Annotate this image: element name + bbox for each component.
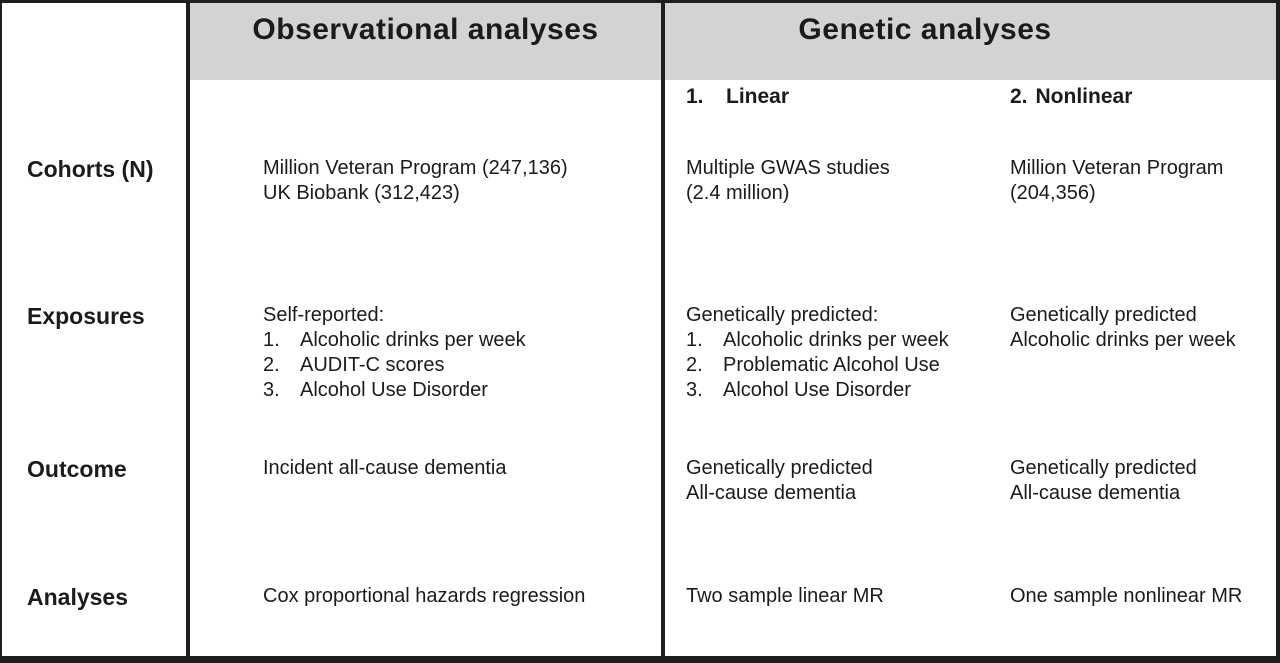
border-bottom [0, 656, 1280, 663]
cell-exposures-genetic-nonlinear: Genetically predicted Alcoholic drinks p… [1010, 303, 1236, 353]
list-item: 2. Problematic Alcohol Use [686, 353, 949, 378]
cell-outcome-observational: Incident all-cause dementia [263, 456, 506, 481]
text-line: UK Biobank (312,423) [263, 182, 460, 204]
cell-cohorts-genetic-linear: Multiple GWAS studies (2.4 million) [686, 156, 890, 206]
subheader-linear: 1. Linear [686, 84, 789, 110]
list-item-number: 2. [686, 354, 703, 376]
list-item: 3. Alcohol Use Disorder [263, 378, 526, 403]
cell-outcome-genetic-nonlinear: Genetically predicted All-cause dementia [1010, 456, 1197, 506]
header-band [190, 3, 1276, 80]
text-line: Genetically predicted [1010, 304, 1197, 326]
text-line: (2.4 million) [686, 182, 790, 204]
row-label-analyses: Analyses [27, 584, 129, 610]
text-line: Cox proportional hazards regression [263, 585, 586, 607]
text-line: All-cause dementia [1010, 482, 1181, 504]
column-header-observational: Observational analyses [252, 13, 599, 46]
text-line: Alcoholic drinks per week [1010, 329, 1236, 351]
text-line: Incident all-cause dementia [263, 457, 507, 479]
divider-observational-genetic [661, 0, 665, 663]
text-line: Genetically predicted [686, 457, 873, 479]
cell-cohorts-observational: Million Veteran Program (247,136) UK Bio… [263, 156, 568, 206]
list-item-text: Problematic Alcohol Use [723, 354, 940, 376]
list-item-text: Alcoholic drinks per week [723, 329, 949, 351]
list-item-number: 3. [263, 379, 280, 401]
list-item-number: 2. [263, 354, 280, 376]
list-item-text: Alcohol Use Disorder [723, 379, 911, 401]
subheader-linear-number: 1. [686, 85, 704, 108]
cell-analyses-genetic-linear: Two sample linear MR [686, 584, 884, 609]
cell-analyses-genetic-nonlinear: One sample nonlinear MR [1010, 584, 1242, 609]
column-header-genetic: Genetic analyses [798, 13, 1052, 46]
subheader-nonlinear-label: Nonlinear [1035, 85, 1133, 108]
row-label-exposures: Exposures [27, 303, 145, 329]
list-item: 1. Alcoholic drinks per week [263, 328, 526, 353]
list-item: 3. Alcohol Use Disorder [686, 378, 949, 403]
text-line: Two sample linear MR [686, 585, 884, 607]
list-item: 2. AUDIT-C scores [263, 353, 526, 378]
row-label-cohorts: Cohorts (N) [27, 156, 154, 182]
text-line: Million Veteran Program (247,136) [263, 157, 568, 179]
text-line: Genetically predicted [1010, 457, 1197, 479]
list-item-text: Alcohol Use Disorder [300, 379, 488, 401]
text-line: (204,356) [1010, 182, 1096, 204]
text-line: Million Veteran Program [1010, 157, 1224, 179]
list-item-number: 1. [686, 329, 703, 351]
cell-analyses-observational: Cox proportional hazards regression [263, 584, 585, 609]
cell-outcome-genetic-linear: Genetically predicted All-cause dementia [686, 456, 873, 506]
border-right [1276, 0, 1280, 663]
list-item-number: 1. [263, 329, 280, 351]
cell-exposures-observational: Self-reported: 1. Alcoholic drinks per w… [263, 303, 526, 403]
text-line: Self-reported: [263, 304, 385, 326]
subheader-nonlinear-number: 2. [1010, 85, 1028, 108]
text-line: All-cause dementia [686, 482, 857, 504]
row-label-outcome: Outcome [27, 456, 127, 482]
list-item: 1. Alcoholic drinks per week [686, 328, 949, 353]
border-top [0, 0, 1280, 3]
border-left [0, 0, 2, 663]
subheader-nonlinear: 2. Nonlinear [1010, 84, 1132, 110]
divider-labels-observational [186, 0, 190, 663]
cell-exposures-genetic-linear: Genetically predicted: 1. Alcoholic drin… [686, 303, 949, 403]
text-line: Genetically predicted: [686, 304, 879, 326]
list-item-text: Alcoholic drinks per week [300, 329, 526, 351]
list-item-text: AUDIT-C scores [300, 354, 445, 376]
list-item-number: 3. [686, 379, 703, 401]
cell-cohorts-genetic-nonlinear: Million Veteran Program (204,356) [1010, 156, 1223, 206]
text-line: Multiple GWAS studies [686, 157, 890, 179]
text-line: One sample nonlinear MR [1010, 585, 1243, 607]
subheader-linear-label: Linear [726, 85, 790, 108]
